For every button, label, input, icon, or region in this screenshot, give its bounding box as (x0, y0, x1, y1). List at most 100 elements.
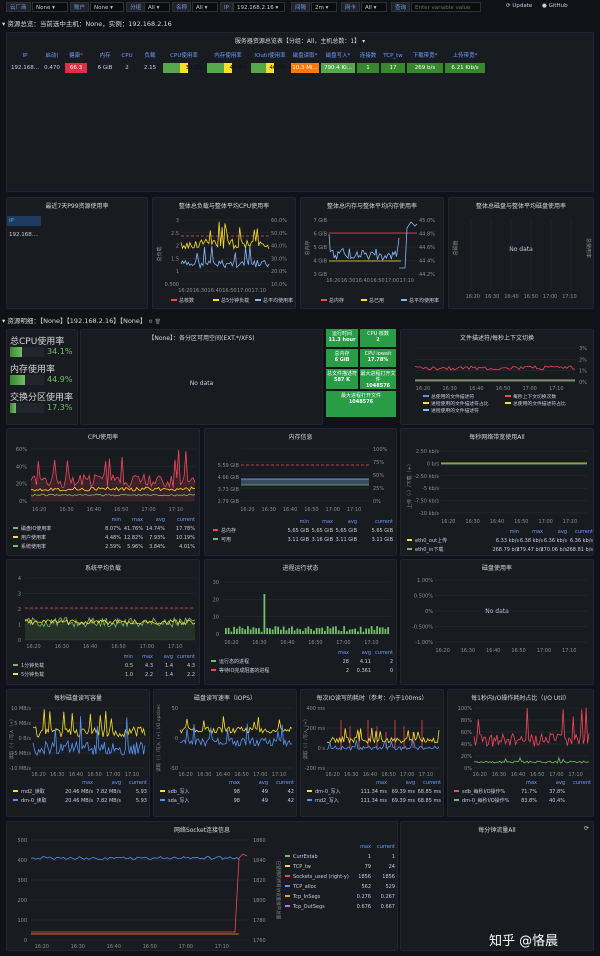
legend-name: 进程使用的文件描述符 (431, 407, 479, 414)
row-detail[interactable]: ▾ 资源明细：【None】【192.168.2.16】【None】 ⚙ 🗑 (2, 317, 161, 325)
table-header-cell[interactable]: 磁盘写入* (325, 53, 351, 59)
stat-tile: CPU 核数 2 (360, 329, 396, 347)
series-line (30, 855, 240, 860)
legend-value: 42 (288, 798, 294, 804)
y-tick-label: 0 (24, 938, 27, 944)
table-cell: 66.3 (65, 63, 87, 73)
proc-bar (244, 629, 247, 634)
legend-value: 2 (346, 668, 349, 674)
var-select-ip[interactable]: 192.168.2.16 ▾ (233, 2, 285, 12)
var-select-nic[interactable]: All ▾ (361, 2, 387, 12)
proc-bar (326, 626, 329, 634)
p99-col-ip[interactable]: IP (7, 216, 41, 226)
proc-bar (236, 628, 238, 634)
proc-bar (310, 628, 313, 634)
legend-swatch (13, 545, 18, 547)
table-header-cell[interactable]: 内存 (99, 53, 111, 59)
cpu-panel: CPU使用率 60% 40% 20% 0% 16:20 16:30 16:40 16:50 17… (6, 428, 200, 556)
legend-name: 可用 (221, 537, 231, 543)
legend-name: dm-0_每秒I/O操作% (462, 797, 510, 804)
stat-label: CPU 核数 (367, 331, 389, 337)
x-tick-label: 16:30 (262, 507, 276, 513)
overview-table-title: 服务器资源总览表【分组：All，主机总数：1】 ▾ (234, 38, 366, 45)
y-tick-label: 0 b/s (427, 461, 440, 467)
table-header-cell[interactable]: IOutil使用率 (254, 53, 286, 59)
table-header-cell[interactable]: CPU (121, 53, 133, 59)
legend-col-header: current (129, 780, 147, 786)
x-tick-label: 17:10 (168, 644, 182, 650)
y-tick-label: 2.5 (171, 231, 179, 237)
table-header-cell[interactable]: 下载带宽* (412, 53, 438, 59)
row-overview[interactable]: ▾ 资源总览：当前选中主机：None，实例：192.168.2.16 (2, 20, 172, 28)
x-tick-label: 17:10 (215, 944, 229, 950)
y-tick-label: 300 (17, 878, 27, 884)
stat-label: 总内存 (334, 351, 350, 357)
y-tick-label: 44.4% (419, 259, 435, 265)
x-tick-label: 16:50 (111, 644, 125, 650)
y-tick-label: 5.59 GiB (218, 463, 240, 469)
stat-value: 1048576 (365, 383, 391, 389)
stat-value: 2 (376, 337, 380, 343)
legend-value: 79 (365, 864, 371, 870)
legend-swatch (13, 664, 18, 666)
table-header-cell[interactable]: 上传带宽* (452, 53, 478, 59)
y-tick-label: 2 (176, 244, 179, 250)
refresh-icon: ⟳ (506, 3, 511, 9)
var-select-name[interactable]: All ▾ (192, 2, 218, 12)
y-tick-label: -10 kb/s (419, 511, 440, 517)
legend-value: 20.46 MB/s (65, 789, 93, 795)
refresh-icon[interactable]: ⟳ (583, 825, 589, 832)
x-tick-label: 16:40 (511, 772, 525, 778)
proc-bar (282, 626, 285, 634)
y-tick-label: 30.0% (271, 256, 287, 262)
table-header-cell[interactable]: 磁盘读取* (292, 53, 318, 59)
legend-value: 5.96% (127, 544, 143, 550)
legend-col-header: avg (112, 780, 121, 786)
table-header-cell[interactable]: 负载 (144, 53, 156, 59)
legend-value: 1.4 (165, 672, 173, 678)
table-header-cell[interactable]: 连接数 (359, 53, 377, 59)
gear-icon[interactable]: ⚙ 🗑 (148, 319, 161, 325)
legend-value: 3.84% (149, 544, 165, 550)
legend-col-header: current (377, 844, 395, 850)
var-select-interval[interactable]: 2m ▾ (311, 2, 337, 12)
var-select-account[interactable]: None ▾ (90, 2, 124, 12)
table-header-cell[interactable]: CPU使用率 (170, 53, 198, 59)
x-tick-label: 17:10 (125, 772, 139, 778)
proc-bar (271, 629, 274, 634)
table-header-cell[interactable]: IP (22, 53, 28, 59)
legend-value: 28 (343, 659, 349, 665)
table-header-cell[interactable]: 启动( (45, 53, 59, 59)
var-query-input[interactable]: Enter variable value (411, 2, 481, 12)
proc-bar (241, 628, 244, 634)
legend-name: CurrEstab (293, 854, 318, 860)
fd-panel: 文件描述符/每秒上下文切换 3% 2% 1% 0% 16:20 16:30 16:40 16:… (400, 329, 594, 425)
update-link[interactable]: ⟳ Update (506, 3, 533, 9)
series-line (180, 246, 270, 270)
legend-value: 41.76% (124, 526, 143, 532)
legend-name: Sockets_used (right-y) (293, 874, 349, 880)
proc-bar (299, 629, 302, 634)
proc-bar (351, 629, 354, 634)
gauge-label: 交换分区使用率 (10, 393, 74, 403)
var-select-cloud[interactable]: None ▾ (32, 2, 68, 12)
chevron-down-icon: ▾ (2, 317, 6, 325)
proc-bar (362, 631, 365, 634)
x-tick-label: 16:50 (143, 944, 157, 950)
stat-tile: 总文件描述符 587 K (326, 369, 358, 389)
legend-col-header: max (376, 780, 387, 786)
github-link[interactable]: ● GitHub (542, 3, 568, 9)
legend-swatch (285, 855, 290, 857)
legend-swatch (13, 799, 18, 801)
table-row[interactable]: 192.168.... 0.470 66.3 6 GiB 2 2.15 34.1% 44.9%… (9, 63, 593, 73)
legend-swatch (307, 799, 312, 801)
var-label-interval: 间隔 (291, 2, 311, 12)
table-header-cell[interactable]: 内存使用率 (214, 53, 242, 59)
x-tick-label: 16:30 (252, 640, 266, 646)
x-tick-label: 17:10 (169, 507, 183, 513)
legend-swatch (213, 529, 218, 531)
table-header-cell[interactable]: 健康° (69, 53, 83, 59)
var-select-group[interactable]: All ▾ (144, 2, 170, 12)
table-header-cell[interactable]: TCP_tw (383, 53, 403, 59)
y-tick-label: -0.500% (412, 625, 433, 631)
